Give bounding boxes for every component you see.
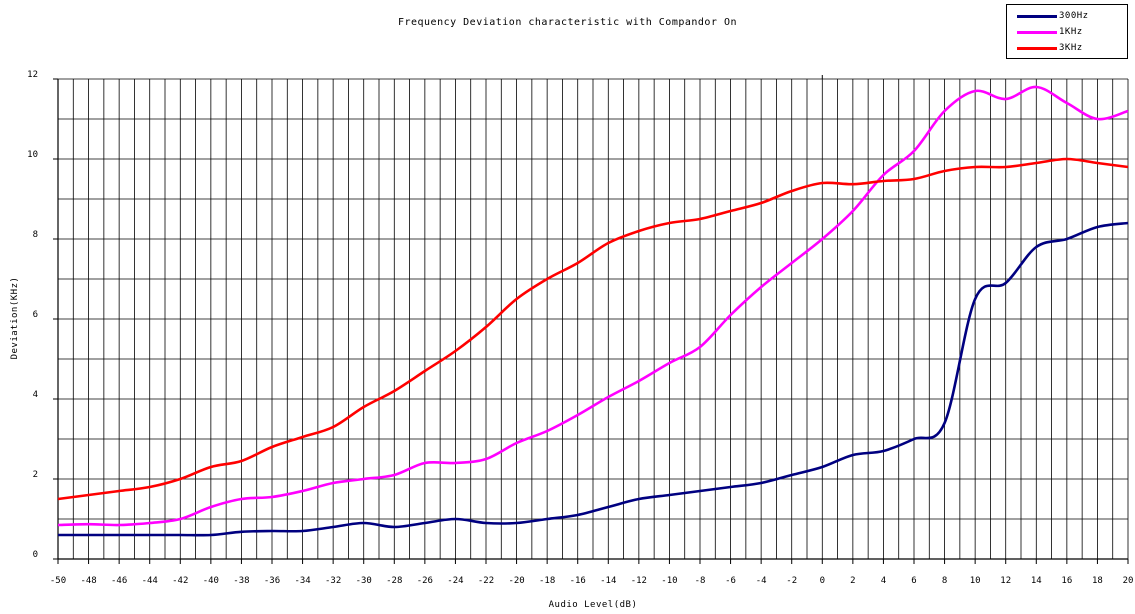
x-tick-label: -32 bbox=[325, 576, 341, 586]
x-tick-label: 8 bbox=[942, 576, 947, 586]
legend-label-2: 1KHz bbox=[1059, 27, 1083, 37]
x-tick-label: -20 bbox=[508, 576, 524, 586]
x-tick-label: -40 bbox=[203, 576, 219, 586]
x-tick-label: 4 bbox=[881, 576, 886, 586]
x-tick-label: 12 bbox=[1000, 576, 1011, 586]
x-tick-label: -36 bbox=[264, 576, 280, 586]
x-tick-label: 16 bbox=[1061, 576, 1072, 586]
x-tick-label: -24 bbox=[447, 576, 463, 586]
chart-title: Frequency Deviation characteristic with … bbox=[397, 17, 738, 28]
y-tick-label: 10 bbox=[27, 150, 38, 160]
series-line-3 bbox=[57, 157, 1129, 501]
legend-swatch-2 bbox=[1017, 30, 1057, 34]
x-tick-label: -42 bbox=[172, 576, 188, 586]
y-tick-label: 2 bbox=[33, 470, 38, 480]
x-tick-label: -22 bbox=[478, 576, 494, 586]
y-tick-label: 12 bbox=[27, 70, 38, 80]
x-tick-label: 10 bbox=[970, 576, 981, 586]
x-tick-label: -2 bbox=[786, 576, 797, 586]
series-line-2 bbox=[57, 85, 1129, 527]
y-tick-label: 6 bbox=[33, 310, 38, 320]
legend-item-1: 300Hz bbox=[1017, 8, 1089, 24]
series-lines bbox=[57, 85, 1129, 537]
y-tick-label: 0 bbox=[33, 550, 38, 560]
legend-swatch-3 bbox=[1017, 46, 1057, 50]
x-tick-label: -48 bbox=[80, 576, 96, 586]
series-line-1 bbox=[58, 221, 1129, 537]
x-tick-label: 18 bbox=[1092, 576, 1103, 586]
x-tick-label: -8 bbox=[695, 576, 706, 586]
y-tick-label: 4 bbox=[33, 390, 38, 400]
x-tick-label: -10 bbox=[661, 576, 677, 586]
y-tick-label: 8 bbox=[33, 230, 38, 240]
x-tick-label: 20 bbox=[1123, 576, 1134, 586]
x-tick-label: -28 bbox=[386, 576, 402, 586]
x-tick-label: -26 bbox=[417, 576, 433, 586]
x-tick-label: -4 bbox=[756, 576, 767, 586]
x-tick-label: -18 bbox=[539, 576, 555, 586]
x-tick-label: 0 bbox=[820, 576, 825, 586]
legend-label-1: 300Hz bbox=[1059, 11, 1089, 21]
x-tick-label: -46 bbox=[111, 576, 127, 586]
x-tick-label: -34 bbox=[294, 576, 310, 586]
x-tick-label: 6 bbox=[911, 576, 916, 586]
legend: 300Hz 1KHz 3KHz bbox=[1006, 4, 1128, 59]
x-tick-label: -14 bbox=[600, 576, 616, 586]
x-axis-label: Audio Level(dB) bbox=[548, 600, 638, 610]
y-axis-label: Deviation(KHz) bbox=[10, 276, 20, 360]
x-tick-label: 14 bbox=[1031, 576, 1042, 586]
legend-item-3: 3KHz bbox=[1017, 40, 1083, 56]
x-tick-label: -44 bbox=[142, 576, 158, 586]
x-tick-label: -30 bbox=[356, 576, 372, 586]
legend-label-3: 3KHz bbox=[1059, 43, 1083, 53]
x-tick-label: -16 bbox=[570, 576, 586, 586]
legend-item-2: 1KHz bbox=[1017, 24, 1083, 40]
x-tick-label: -38 bbox=[233, 576, 249, 586]
x-tick-label: -6 bbox=[725, 576, 736, 586]
legend-swatch-1 bbox=[1017, 14, 1057, 18]
x-tick-label: 2 bbox=[850, 576, 855, 586]
grid bbox=[57, 78, 1129, 560]
x-tick-label: -12 bbox=[631, 576, 647, 586]
x-tick-label: -50 bbox=[50, 576, 66, 586]
